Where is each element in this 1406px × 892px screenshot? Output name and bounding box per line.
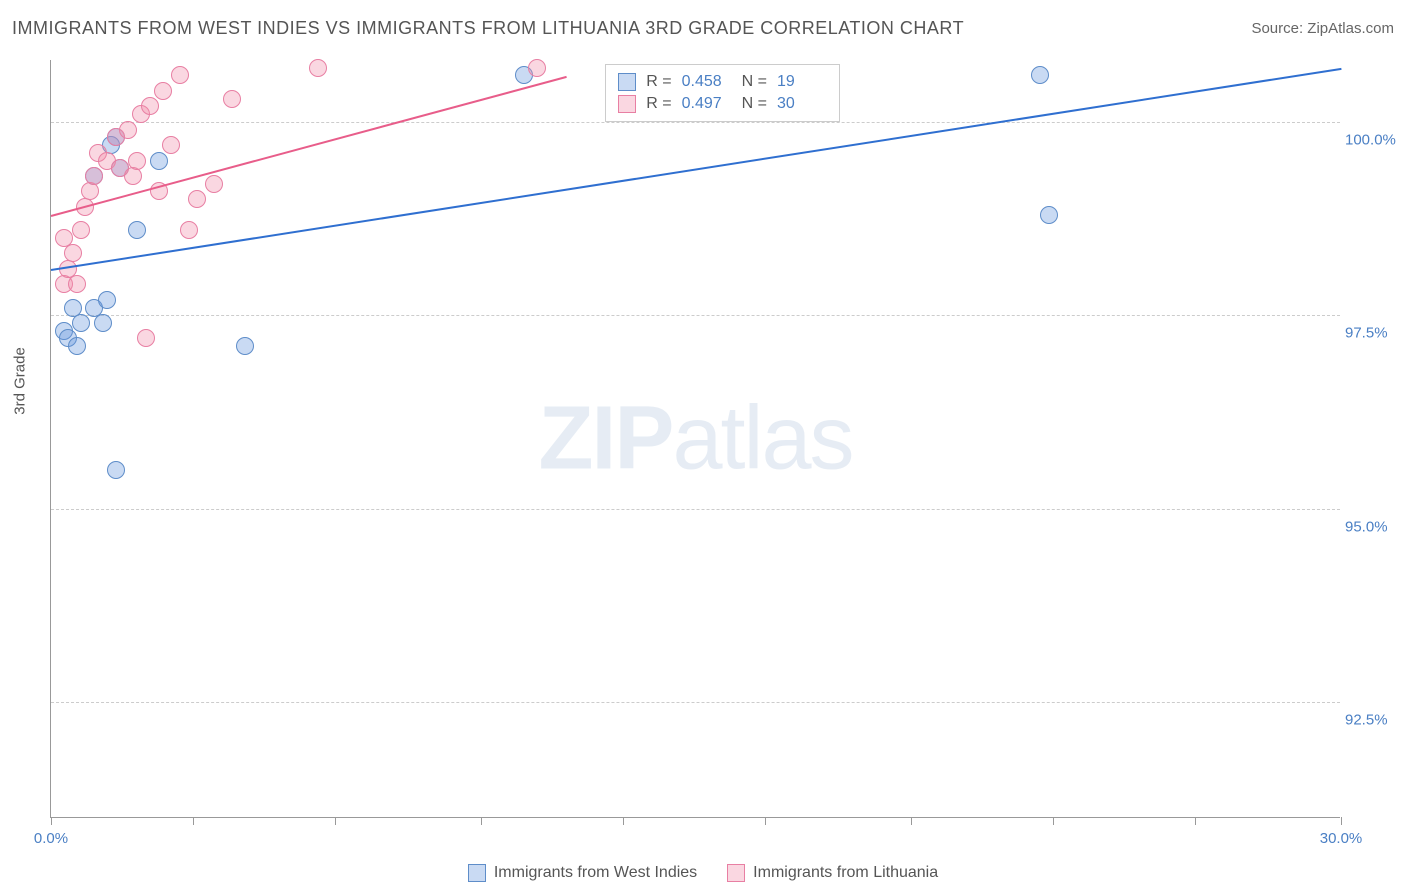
data-point xyxy=(528,59,546,77)
x-tick xyxy=(51,817,52,825)
series-swatch xyxy=(618,95,636,113)
gridline xyxy=(51,315,1340,316)
data-point xyxy=(205,175,223,193)
data-point xyxy=(1040,206,1058,224)
data-point xyxy=(1031,66,1049,84)
data-point xyxy=(188,190,206,208)
x-tick xyxy=(1195,817,1196,825)
data-point xyxy=(107,461,125,479)
data-point xyxy=(137,329,155,347)
stats-box: R = 0.458 N = 19 R = 0.497 N = 30 xyxy=(605,64,840,122)
chart-header: IMMIGRANTS FROM WEST INDIES VS IMMIGRANT… xyxy=(12,18,1394,39)
series-swatch xyxy=(618,73,636,91)
legend-item: Immigrants from West Indies xyxy=(468,864,697,882)
r-value: 0.458 xyxy=(682,73,732,91)
legend-label: Immigrants from West Indies xyxy=(494,864,697,882)
plot-area: ZIPatlas 92.5%95.0%97.5%100.0%0.0%30.0%R… xyxy=(50,60,1340,818)
chart-title: IMMIGRANTS FROM WEST INDIES VS IMMIGRANT… xyxy=(12,18,964,39)
r-label: R = xyxy=(646,73,671,91)
y-axis-title: 3rd Grade xyxy=(12,347,29,415)
data-point xyxy=(236,337,254,355)
data-point xyxy=(64,299,82,317)
data-point xyxy=(72,221,90,239)
watermark-light: atlas xyxy=(672,388,852,488)
trend-line xyxy=(51,76,568,217)
data-point xyxy=(128,152,146,170)
data-point xyxy=(180,221,198,239)
stats-row: R = 0.497 N = 30 xyxy=(618,93,827,115)
x-tick xyxy=(911,817,912,825)
x-tick xyxy=(1053,817,1054,825)
y-tick-label: 100.0% xyxy=(1345,131,1400,148)
gridline xyxy=(51,702,1340,703)
data-point xyxy=(64,244,82,262)
legend-swatch xyxy=(727,864,745,882)
data-point xyxy=(72,314,90,332)
r-label: R = xyxy=(646,95,671,113)
r-value: 0.497 xyxy=(682,95,732,113)
data-point xyxy=(171,66,189,84)
data-point xyxy=(124,167,142,185)
data-point xyxy=(98,291,116,309)
data-point xyxy=(119,121,137,139)
data-point xyxy=(85,167,103,185)
data-point xyxy=(68,337,86,355)
data-point xyxy=(55,229,73,247)
n-value: 19 xyxy=(777,73,827,91)
x-tick-label: 30.0% xyxy=(1320,830,1363,847)
x-tick xyxy=(481,817,482,825)
data-point xyxy=(81,182,99,200)
legend-item: Immigrants from Lithuania xyxy=(727,864,938,882)
x-tick xyxy=(1341,817,1342,825)
data-point xyxy=(94,314,112,332)
data-point xyxy=(154,82,172,100)
x-tick xyxy=(335,817,336,825)
data-point xyxy=(223,90,241,108)
x-tick xyxy=(765,817,766,825)
source-label: Source: ZipAtlas.com xyxy=(1251,20,1394,37)
y-tick-label: 97.5% xyxy=(1345,325,1400,342)
data-point xyxy=(162,136,180,154)
watermark: ZIPatlas xyxy=(538,387,852,490)
n-label: N = xyxy=(742,95,767,113)
gridline xyxy=(51,509,1340,510)
stats-row: R = 0.458 N = 19 xyxy=(618,71,827,93)
y-tick-label: 95.0% xyxy=(1345,518,1400,535)
n-value: 30 xyxy=(777,95,827,113)
x-tick xyxy=(623,817,624,825)
x-tick-label: 0.0% xyxy=(34,830,68,847)
data-point xyxy=(309,59,327,77)
gridline xyxy=(51,122,1340,123)
y-tick-label: 92.5% xyxy=(1345,711,1400,728)
data-point xyxy=(68,275,86,293)
watermark-bold: ZIP xyxy=(538,388,672,488)
n-label: N = xyxy=(742,73,767,91)
x-tick xyxy=(193,817,194,825)
legend-label: Immigrants from Lithuania xyxy=(753,864,938,882)
legend-swatch xyxy=(468,864,486,882)
data-point xyxy=(150,152,168,170)
data-point xyxy=(141,97,159,115)
data-point xyxy=(128,221,146,239)
legend: Immigrants from West Indies Immigrants fr… xyxy=(0,864,1406,882)
